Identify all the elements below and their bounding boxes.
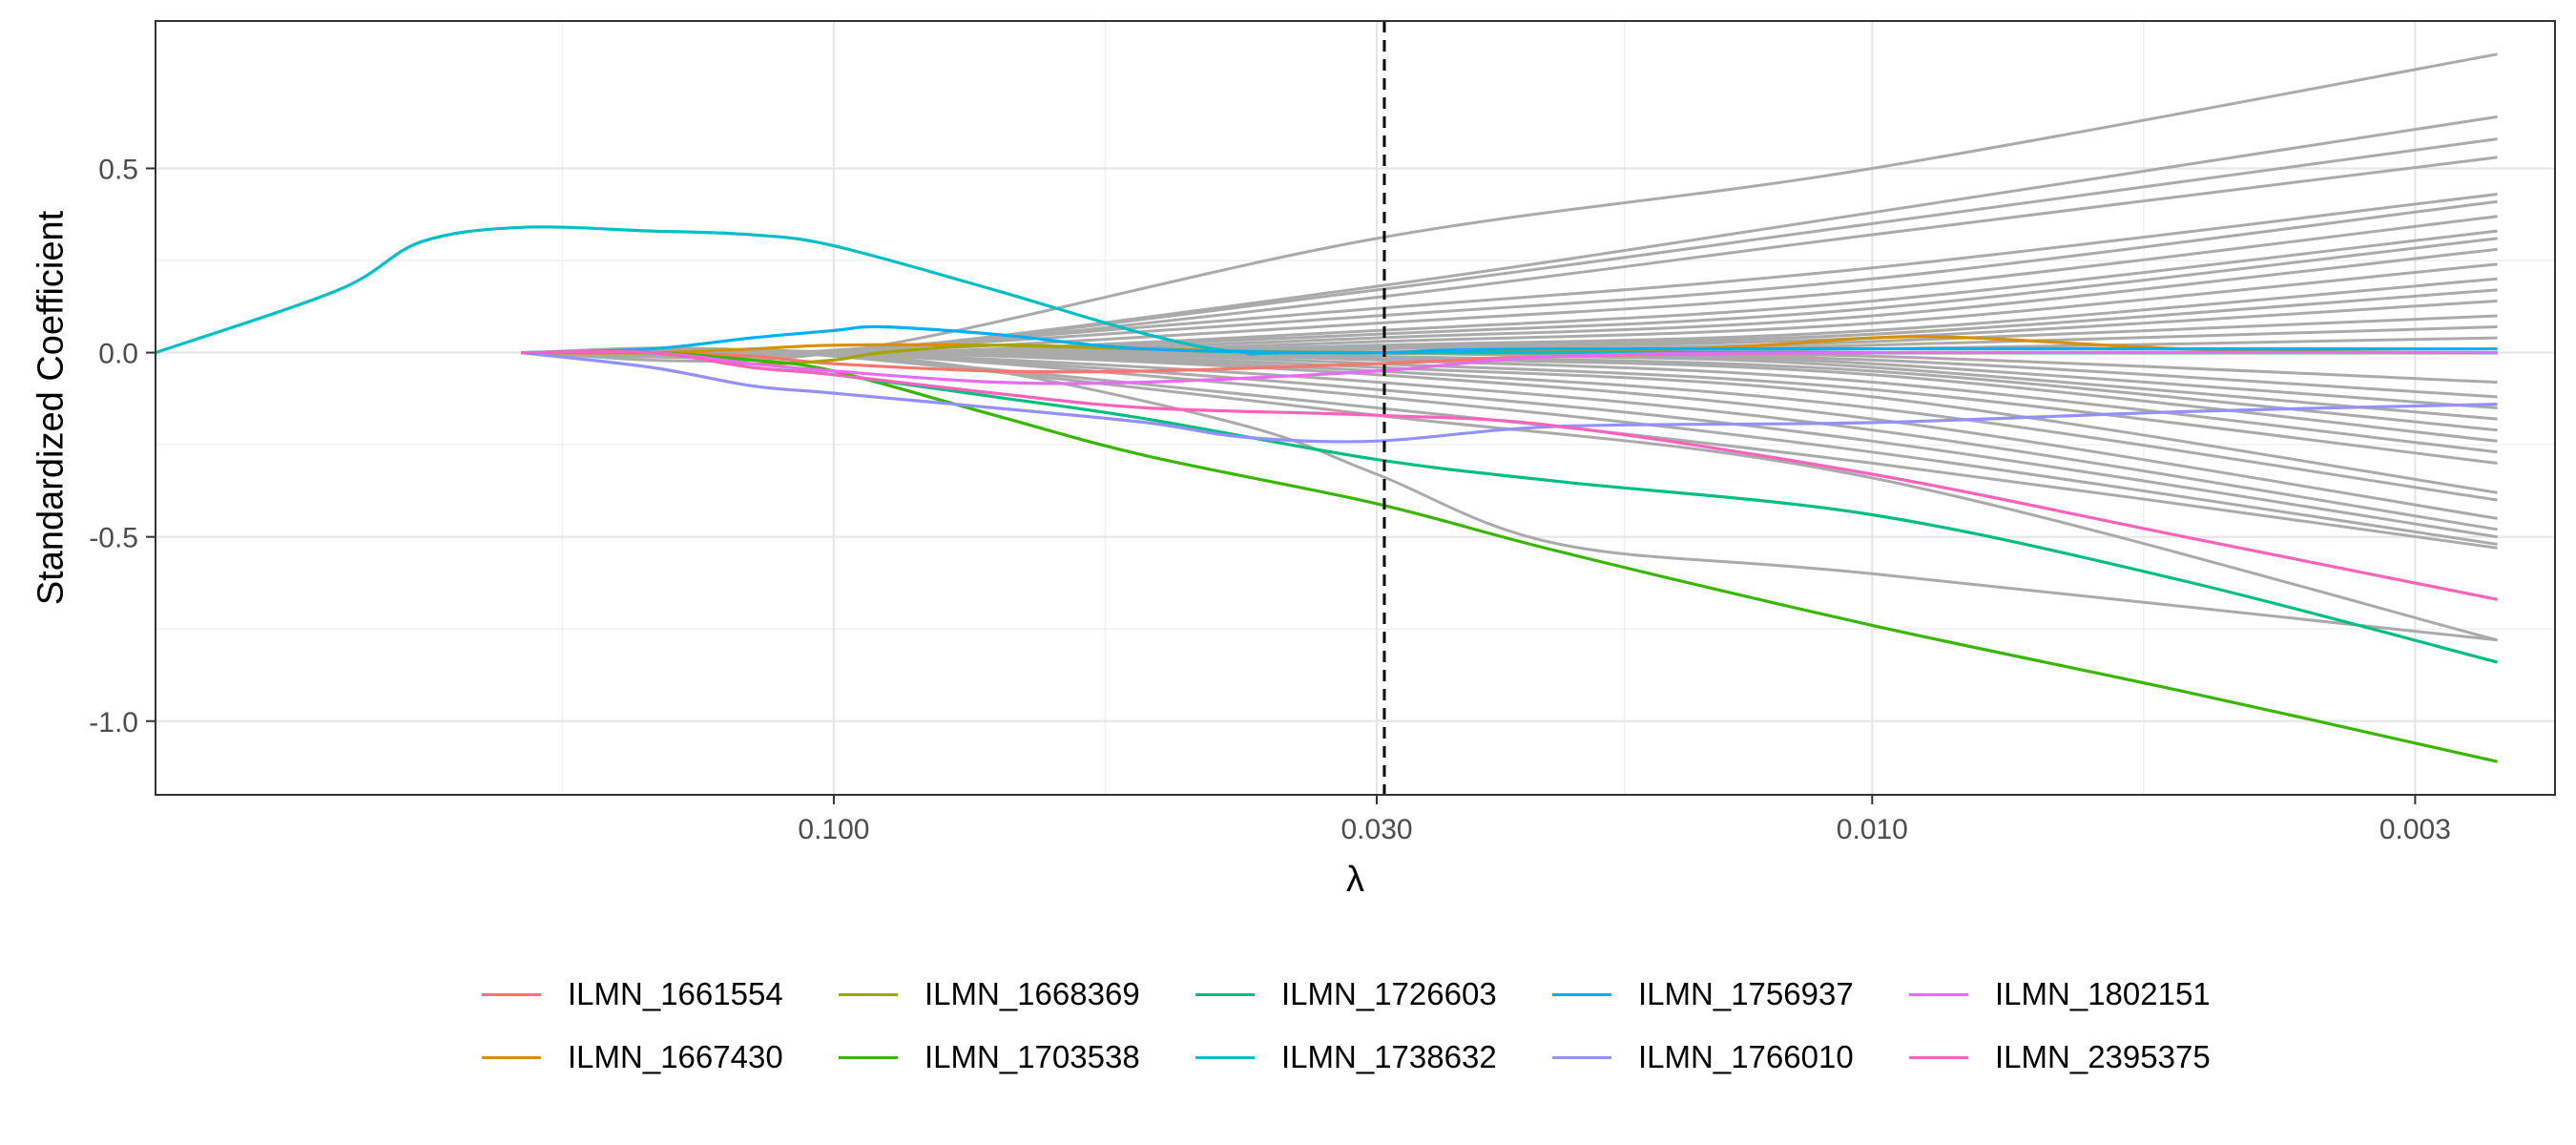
legend-label: ILMN_1802151 [1995, 976, 2211, 1011]
minor-gridlines [156, 21, 2555, 795]
legend-key [1195, 1055, 1255, 1059]
legend-label: ILMN_1726603 [1281, 976, 1497, 1011]
y-axis-ticks: 0.5 0.0 -0.5 -1.0 [89, 154, 156, 739]
y-tick-label: -0.5 [89, 523, 138, 554]
x-tick-label: 0.030 [1340, 814, 1412, 845]
legend-key [839, 992, 898, 996]
x-tick-label: 0.010 [1837, 814, 1908, 845]
legend-label: ILMN_1756937 [1638, 976, 1854, 1011]
legend-item: ILMN_1703538 [839, 1036, 1195, 1078]
legend-item: ILMN_1726603 [1195, 973, 1552, 1015]
legend-label: ILMN_1703538 [924, 1039, 1140, 1074]
y-tick-label: 0.0 [98, 339, 138, 370]
legend-item: ILMN_1661554 [482, 973, 839, 1015]
y-tick-label: -1.0 [89, 707, 138, 739]
legend-item: ILMN_1802151 [1909, 973, 2266, 1015]
series-line-ILMN_1766010 [521, 351, 2498, 444]
legend-item: ILMN_1667430 [482, 1036, 839, 1078]
legend-label: ILMN_1738632 [1281, 1039, 1497, 1074]
background-coefficient-path [521, 156, 2498, 359]
background-coefficient-path [521, 52, 2498, 363]
background-coefficient-path [521, 349, 2498, 642]
y-axis-title: Standardized Coefficient [31, 210, 71, 605]
legend-label: ILMN_1661554 [568, 976, 783, 1011]
series-line-ILMN_1738632 [155, 225, 2498, 356]
legend-key [482, 992, 541, 996]
plot-panel-border [155, 20, 2556, 796]
y-tick-label: 0.5 [98, 154, 138, 185]
legend-item: ILMN_2395375 [1909, 1036, 2266, 1078]
background-coefficient-paths [521, 52, 2498, 642]
x-tick-label: 0.100 [798, 814, 869, 845]
series-line-ILMN_1703538 [521, 350, 2498, 763]
background-coefficient-path [521, 349, 2498, 520]
background-coefficient-path [521, 114, 2498, 360]
x-axis-title: λ [1346, 860, 1364, 900]
series-line-ILMN_1802151 [521, 350, 2498, 385]
legend-key [1195, 992, 1255, 996]
background-coefficient-path [521, 262, 2498, 355]
legend-key [482, 1055, 541, 1059]
legend-item: ILMN_1668369 [839, 973, 1195, 1015]
legend-key [1552, 992, 1611, 996]
legend-item: ILMN_1766010 [1552, 1036, 1909, 1078]
legend: ILMN_1661554 ILMN_1668369 ILMN_1726603 ILMN… [482, 973, 2390, 1078]
legend-key [1552, 1055, 1611, 1059]
legend-key [839, 1055, 898, 1059]
x-tick-label: 0.003 [2379, 814, 2451, 845]
legend-item: ILMN_1738632 [1195, 1036, 1552, 1078]
legend-label: ILMN_1667430 [568, 1039, 783, 1074]
series-line-ILMN_2395375 [521, 349, 2498, 601]
series-line-ILMN_1756937 [521, 324, 2498, 355]
legend-label: ILMN_1766010 [1638, 1039, 1854, 1074]
legend-item: ILMN_1756937 [1552, 973, 1909, 1015]
legend-label: ILMN_2395375 [1995, 1039, 2211, 1074]
legend-key [1909, 992, 1968, 996]
x-axis-ticks: 0.100 0.030 0.010 0.003 [798, 795, 2451, 845]
labelled-coefficient-paths [155, 225, 2499, 763]
legend-key [1909, 1055, 1968, 1059]
legend-label: ILMN_1668369 [924, 976, 1140, 1011]
